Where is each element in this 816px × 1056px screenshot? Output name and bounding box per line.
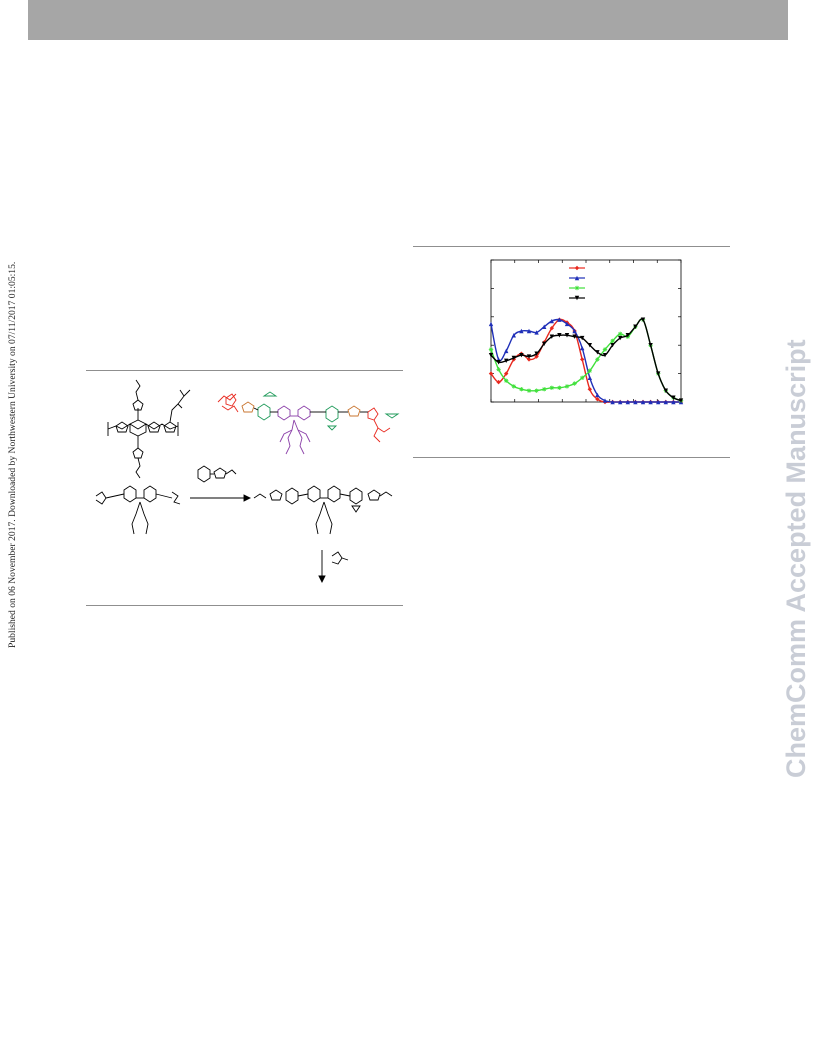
data-point (519, 328, 524, 334)
legend-marker-4 (574, 295, 580, 301)
small-molecule-structure (217, 391, 400, 455)
data-point (595, 357, 600, 362)
data-point (519, 387, 524, 392)
data-point (671, 399, 676, 405)
data-point (542, 341, 547, 346)
data-point (602, 347, 608, 352)
data-point (580, 335, 585, 341)
absorption-spectra-chart (488, 259, 684, 405)
data-point (580, 357, 585, 362)
journal-header-bar (28, 0, 788, 40)
data-point (572, 328, 577, 334)
data-point (549, 318, 554, 324)
accepted-manuscript-watermark: ChemComm Accepted Manuscript (781, 339, 811, 778)
polymer-structure (107, 379, 191, 479)
publication-note: Published on 06 November 2017. Downloade… (7, 261, 18, 648)
data-point (557, 317, 562, 322)
scheme-bottom-rule (86, 605, 403, 606)
data-point (534, 330, 539, 335)
data-point (587, 368, 592, 373)
data-point (640, 399, 646, 405)
figure-bottom-rule (413, 457, 730, 458)
data-point (496, 367, 501, 372)
data-point (625, 399, 630, 405)
data-point (663, 388, 668, 393)
data-point (602, 352, 608, 358)
data-point (572, 334, 577, 339)
data-point (511, 333, 516, 338)
data-point (648, 343, 653, 348)
data-point (542, 387, 547, 392)
data-point (526, 357, 532, 362)
data-point (534, 388, 539, 393)
legend-marker-1 (574, 265, 580, 271)
data-point (580, 345, 585, 351)
data-point (549, 325, 554, 331)
data-point (564, 333, 570, 338)
data-point (542, 324, 547, 329)
legend-marker-3 (574, 285, 580, 291)
data-point (504, 358, 509, 364)
data-point (534, 351, 539, 356)
data-point (549, 385, 554, 390)
data-point (572, 381, 577, 386)
data-point (557, 333, 562, 338)
data-point (504, 348, 509, 354)
chemical-scheme (95, 379, 400, 584)
data-point (564, 321, 570, 327)
data-point (488, 352, 494, 358)
data-point (602, 398, 608, 403)
data-point (610, 399, 615, 405)
series-line-2 (490, 318, 681, 403)
data-point (496, 360, 501, 365)
data-point (633, 399, 638, 405)
data-point (526, 328, 532, 334)
data-point (580, 375, 585, 381)
data-point (618, 335, 623, 341)
data-point (633, 324, 638, 329)
data-point (526, 388, 532, 393)
data-point (625, 333, 630, 338)
data-point (488, 371, 494, 376)
data-point (549, 334, 554, 339)
synthetic-route (95, 465, 393, 584)
data-point (618, 331, 623, 337)
data-point (511, 384, 516, 389)
data-point (595, 392, 600, 398)
data-point (656, 371, 661, 376)
data-point (587, 343, 592, 348)
figure-top-rule (413, 246, 730, 247)
legend-marker-2 (574, 275, 580, 281)
legend (569, 265, 585, 301)
data-point (663, 399, 668, 405)
data-point (557, 385, 562, 390)
data-point (504, 371, 509, 376)
data-point (504, 378, 509, 383)
data-point (511, 355, 516, 361)
data-point (587, 375, 592, 381)
data-point (610, 343, 615, 348)
data-point (671, 395, 676, 400)
data-point (648, 399, 653, 405)
data-point (618, 399, 623, 405)
data-point (587, 387, 592, 392)
data-point (678, 398, 684, 403)
axis-ticks (490, 259, 682, 403)
data-point (640, 317, 646, 322)
data-point (496, 379, 501, 385)
data-point (526, 354, 532, 359)
data-point (610, 338, 615, 344)
data-point (595, 350, 600, 355)
data-point (656, 399, 661, 405)
data-point (488, 321, 494, 327)
data-point (519, 352, 524, 358)
data-point (488, 347, 494, 352)
scheme-top-rule (86, 370, 403, 371)
series-layer (488, 317, 684, 405)
data-point (564, 384, 570, 389)
